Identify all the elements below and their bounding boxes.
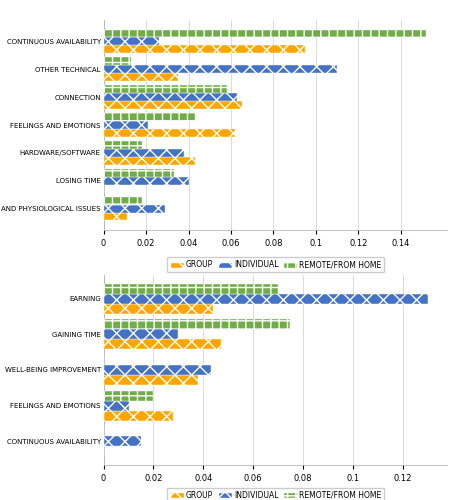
- Bar: [104, 390, 154, 400]
- Bar: [104, 304, 213, 314]
- Bar: [104, 30, 426, 38]
- Text: (a) Negative: (a) Negative: [241, 297, 310, 307]
- Bar: [104, 129, 235, 136]
- Legend: GROUP, INDIVIDUAL, REMOTE/FROM HOME: GROUP, INDIVIDUAL, REMOTE/FROM HOME: [167, 258, 384, 272]
- Bar: [104, 121, 148, 129]
- Bar: [104, 86, 227, 93]
- Bar: [104, 284, 278, 294]
- Bar: [104, 340, 221, 349]
- Bar: [104, 177, 188, 184]
- Bar: [104, 365, 211, 375]
- Bar: [104, 101, 242, 109]
- Bar: [104, 93, 237, 101]
- Bar: [104, 38, 159, 45]
- Bar: [104, 212, 127, 220]
- Bar: [104, 320, 291, 330]
- Bar: [104, 436, 141, 446]
- Bar: [104, 294, 428, 304]
- Bar: [104, 197, 142, 205]
- Bar: [104, 45, 305, 53]
- Bar: [104, 330, 179, 340]
- Bar: [104, 410, 173, 420]
- Bar: [104, 114, 195, 121]
- Bar: [104, 66, 337, 73]
- Legend: GROUP, INDIVIDUAL, REMOTE/FROM HOME: GROUP, INDIVIDUAL, REMOTE/FROM HOME: [167, 488, 384, 500]
- Bar: [104, 141, 142, 149]
- Bar: [104, 169, 174, 177]
- Bar: [104, 73, 178, 81]
- Bar: [104, 58, 131, 66]
- Bar: [104, 205, 165, 212]
- Bar: [104, 157, 195, 164]
- Bar: [104, 375, 198, 385]
- Bar: [104, 149, 184, 157]
- Bar: [104, 400, 129, 410]
